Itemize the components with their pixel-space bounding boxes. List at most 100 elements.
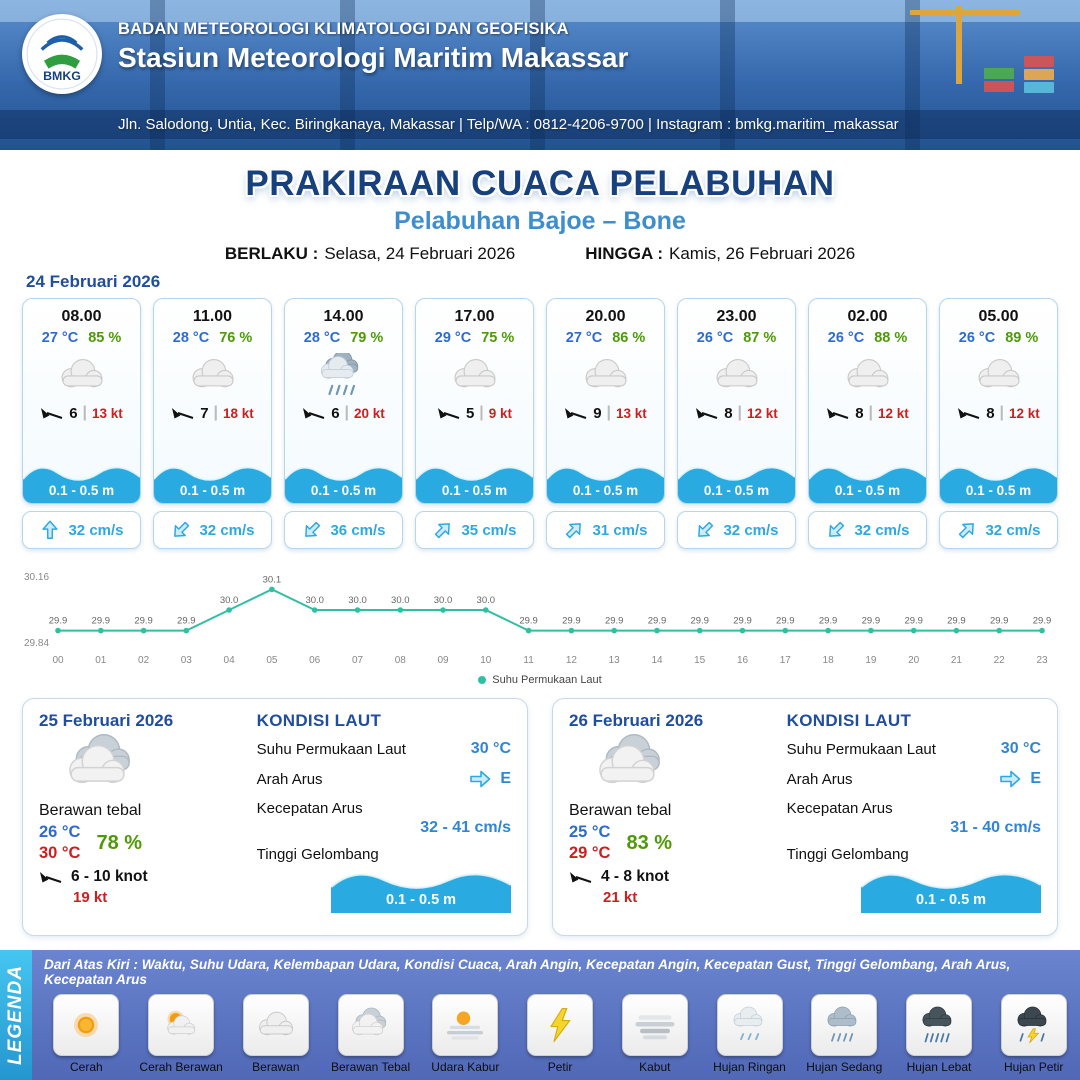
valid-from-label: BERLAKU : (224, 244, 319, 263)
current-direction-label: Arah Arus (786, 770, 853, 788)
legend-label: Petir (547, 1060, 573, 1074)
daily-condition: Berawan tebal (569, 802, 672, 819)
svg-text:02: 02 (138, 655, 150, 666)
hourly-card-body: 11.00 28 °C 76 % 7 | 18 kt 0.1 - 0.5 m (153, 298, 272, 504)
hourly-humidity: 87 % (743, 330, 777, 346)
current-box: 31 cm/s (546, 511, 665, 549)
sst-line-chart: 30.16 29.84 29.9 29.9 29.9 29.9 30.0 30.1 30.0… (22, 557, 1058, 674)
valid-from-date: Selasa, 24 Februari 2026 (324, 244, 516, 263)
wave-graphic (416, 466, 533, 503)
hourly-time: 14.00 (323, 308, 364, 325)
legend-label: Cerah Berawan (139, 1060, 223, 1074)
berawan-tebal-icon (351, 1007, 386, 1036)
wind-separator: | (82, 404, 88, 421)
legend-title: LEGENDA (5, 965, 26, 1065)
daily-wind-row: 6 - 10 knot (39, 868, 247, 886)
legend-tile (1000, 994, 1067, 1056)
sst-value: 30 °C (470, 740, 511, 757)
hourly-time: 23.00 (716, 308, 757, 325)
hourly-temperature: 29 °C (434, 330, 472, 346)
daily-wave-value: 0.1 - 0.5 m (915, 892, 987, 908)
current-box: 32 cm/s (939, 511, 1058, 549)
daily-humidity: 83 % (626, 831, 673, 854)
hourly-forecast-row: 08.00 27 °C 85 % 6 | 13 kt 0.1 - 0.5 m 3… (0, 298, 1080, 549)
wind-barb-icon (437, 407, 460, 419)
station-address: Jln. Salodong, Untia, Kec. Biringkanaya,… (0, 110, 1080, 139)
sea-conditions-panel: KONDISI LAUT Suhu Permukaan Laut 30 °C A… (257, 711, 511, 923)
legend-tile (811, 994, 878, 1056)
sst-label: Suhu Permukaan Laut (256, 740, 406, 758)
wind-barb-icon (696, 407, 718, 419)
sst-chart-svg: 30.16 29.84 29.9 29.9 29.9 29.9 30.0 30.1 30.0… (24, 572, 1051, 666)
legend-item: Hujan Petir (987, 994, 1080, 1074)
legend-tile (337, 994, 404, 1056)
current-speed-label: Kecepatan Arus (256, 800, 363, 817)
wind-gust: 12 kt (747, 405, 778, 421)
wave-graphic (285, 466, 402, 503)
hourly-card: 23.00 26 °C 87 % 8 | 12 kt 0.1 - 0.5 m 3… (677, 298, 796, 549)
hourly-card-body: 05.00 26 °C 89 % 8 | 12 kt 0.1 - 0.5 m (939, 298, 1058, 504)
legend-tile (53, 994, 120, 1056)
crane-illustration (956, 6, 962, 84)
wave-height-value: 0.1 - 0.5 m (703, 483, 770, 498)
legend-item: Berawan (229, 994, 322, 1074)
wave-height-band: 0.1 - 0.5 m (809, 457, 926, 503)
current-speed: 35 cm/s (461, 521, 517, 539)
window-frame-bar (720, 0, 735, 150)
current-direction-value: E (1030, 770, 1041, 787)
hourly-temp-humidity: 28 °C 79 % (285, 330, 402, 346)
wave-graphic (154, 466, 271, 503)
hourly-temp-humidity: 27 °C 86 % (547, 330, 664, 346)
berawan-icon (61, 359, 102, 388)
wave-graphic (23, 466, 140, 503)
berawan-icon (454, 359, 495, 388)
sst-value: 30 °C (1000, 740, 1041, 757)
hourly-card: 11.00 28 °C 76 % 7 | 18 kt 0.1 - 0.5 m 3… (153, 298, 272, 549)
hujan-ringan-icon (732, 1006, 762, 1041)
svg-text:19: 19 (865, 655, 877, 666)
wave-height-band: 0.1 - 0.5 m (678, 457, 795, 503)
legend-item: Petir (514, 994, 607, 1074)
svg-text:29.9: 29.9 (904, 616, 923, 627)
hourly-card-body: 08.00 27 °C 85 % 6 | 13 kt 0.1 - 0.5 m (22, 298, 141, 504)
current-box: 32 cm/s (808, 511, 927, 549)
legend-tile (242, 994, 309, 1056)
wind-barb-icon (41, 407, 63, 419)
daily-condition: Berawan tebal (39, 802, 142, 819)
hourly-temperature: 26 °C (696, 330, 734, 346)
svg-text:13: 13 (609, 655, 621, 666)
daily-temps: 26 °C 30 °C 78 % (39, 823, 247, 863)
current-arrow-icon (42, 520, 59, 539)
current-arrow-icon (435, 523, 451, 539)
wind-gust: 12 kt (1009, 405, 1040, 421)
wave-height-band: 0.1 - 0.5 m (940, 457, 1057, 503)
svg-text:20: 20 (908, 655, 920, 666)
svg-text:10: 10 (480, 655, 492, 666)
hourly-humidity: 88 % (874, 330, 908, 346)
sea-conditions-panel: KONDISI LAUT Suhu Permukaan Laut 30 °C A… (787, 711, 1041, 923)
hujan-petir-icon (1017, 1006, 1047, 1044)
hourly-card-body: 20.00 27 °C 86 % 9 | 13 kt 0.1 - 0.5 m (546, 298, 665, 504)
legend-item: Kabut (608, 994, 701, 1074)
berawan-tebal-icon (599, 734, 660, 784)
svg-text:03: 03 (181, 655, 193, 666)
wind-gust: 13 kt (92, 405, 123, 421)
wind-gust: 9 kt (488, 405, 513, 421)
svg-text:29.9: 29.9 (733, 616, 752, 627)
valid-to-date: Kamis, 26 Februari 2026 (669, 244, 856, 263)
hourly-temperature: 28 °C (172, 330, 210, 346)
daily-weather-icon (55, 733, 247, 802)
wind-barb-icon (40, 871, 62, 883)
legend-label: Udara Kabur (431, 1060, 500, 1074)
sst-chart-section: 30.16 29.84 29.9 29.9 29.9 29.9 30.0 30.1 30.0… (0, 557, 1080, 686)
hourly-wind-row: 8 | 12 kt (678, 404, 795, 422)
legend-tile (527, 994, 594, 1056)
daily-wind-range: 6 - 10 knot (71, 868, 148, 885)
hourly-temperature: 27 °C (41, 330, 79, 346)
hourly-time: 08.00 (61, 308, 102, 325)
container-stack-illustration (1024, 56, 1054, 93)
daily-forecast-row: 25 Februari 2026 Berawan tebal 26 °C 30 … (0, 698, 1080, 936)
berawan-tebal-icon (69, 734, 130, 784)
wave-graphic (547, 466, 664, 503)
